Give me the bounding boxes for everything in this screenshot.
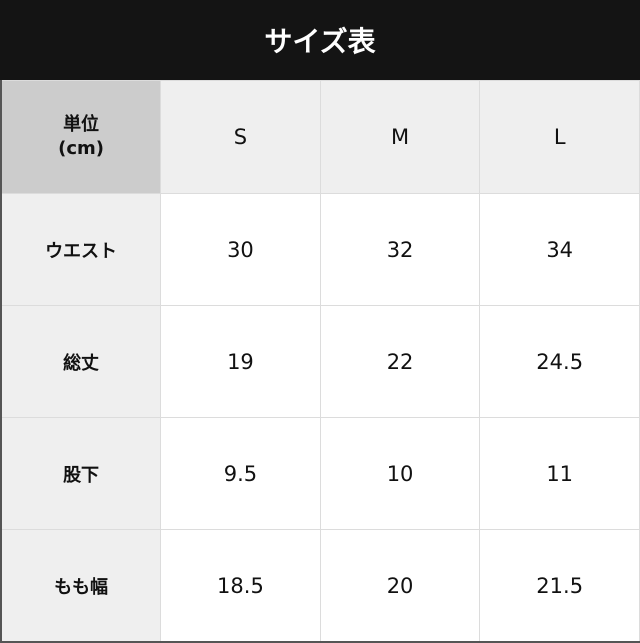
table-row: 総丈 19 22 24.5	[0, 305, 640, 418]
title-text: サイズ表	[264, 25, 376, 58]
table-cell: 19	[160, 305, 321, 418]
table-header-row: 単位 (cm) S M L	[0, 80, 640, 194]
size-table: 単位 (cm) S M L ウエスト 30 32 34 総丈 19 22 24.5…	[0, 80, 640, 643]
unit-label: 単位	[63, 114, 100, 135]
table-cell: 9.5	[160, 417, 321, 530]
row-label: もも幅	[0, 529, 162, 643]
column-header-m: M	[319, 80, 481, 194]
column-header-s: S	[160, 80, 321, 194]
table-cell: 24.5	[479, 305, 640, 418]
table-row: もも幅 18.5 20 21.5	[0, 529, 640, 643]
unit-cell: 単位 (cm)	[0, 80, 162, 194]
row-label: 股下	[0, 417, 162, 530]
table-cell: 34	[479, 193, 640, 306]
page-title: サイズ表	[0, 0, 640, 80]
table-cell: 32	[319, 193, 481, 306]
table-cell: 11	[479, 417, 640, 530]
table-cell: 18.5	[160, 529, 321, 643]
row-label: ウエスト	[0, 193, 162, 306]
table-row: 股下 9.5 10 11	[0, 417, 640, 530]
column-header-l: L	[479, 80, 640, 194]
table-row: ウエスト 30 32 34	[0, 193, 640, 306]
table-cell: 30	[160, 193, 321, 306]
table-cell: 20	[319, 529, 481, 643]
table-cell: 22	[319, 305, 481, 418]
unit-value: (cm)	[58, 138, 104, 159]
table-cell: 10	[319, 417, 481, 530]
row-label: 総丈	[0, 305, 162, 418]
table-cell: 21.5	[479, 529, 640, 643]
